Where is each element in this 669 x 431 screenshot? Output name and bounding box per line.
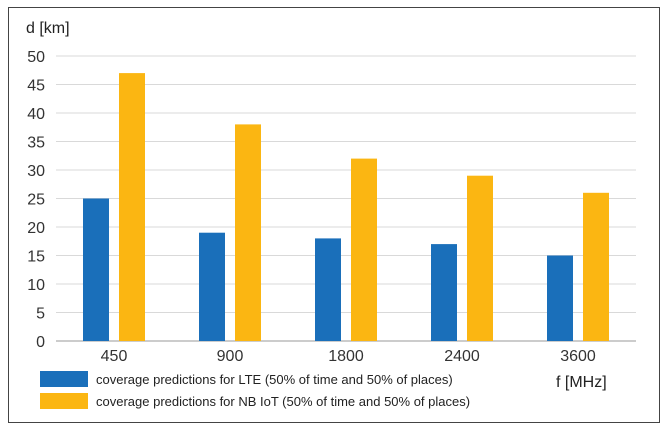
x-tick-label: 1800 (328, 348, 364, 365)
bar-nb-iot-900 (235, 124, 261, 342)
y-tick-label: 25 (27, 192, 45, 209)
y-tick-label: 40 (27, 106, 45, 123)
y-tick-label: 30 (27, 163, 45, 180)
legend-label-lte: coverage predictions for LTE (50% of tim… (96, 372, 453, 387)
y-tick-label: 20 (27, 220, 45, 237)
tick-labels: 0 5 10 15 20 25 30 35 40 45 50 450 900 1800 2400 3600 (27, 49, 596, 365)
bar-nb-iot-450 (119, 73, 145, 341)
bar-nb-iot-3600 (583, 192, 609, 341)
bar-nb-iot-2400 (467, 175, 493, 341)
legend: coverage predictions for LTE (50% of tim… (40, 371, 470, 409)
y-tick-label: 35 (27, 135, 45, 152)
bar-lte-1800 (315, 238, 341, 341)
bar-nb-iot-1800 (351, 158, 377, 341)
x-tick-label: 3600 (560, 348, 596, 365)
legend-swatch-nb-iot (40, 393, 88, 409)
x-tick-label: 900 (217, 348, 244, 365)
bar-lte-2400 (431, 244, 457, 341)
y-tick-label: 5 (36, 306, 45, 323)
y-tick-label: 10 (27, 277, 45, 294)
x-tick-label: 450 (101, 348, 128, 365)
y-axis-label: d [km] (26, 20, 70, 37)
legend-label-nb-iot: coverage predictions for NB IoT (50% of … (96, 394, 470, 409)
gridlines (56, 55, 636, 342)
y-tick-label: 15 (27, 249, 45, 266)
y-tick-label: 45 (27, 78, 45, 95)
x-axis-label: f [MHz] (556, 374, 607, 391)
bars (83, 73, 609, 342)
bar-lte-900 (199, 232, 225, 341)
legend-swatch-lte (40, 371, 88, 387)
bar-lte-3600 (547, 255, 573, 341)
x-tick-label: 2400 (444, 348, 480, 365)
chart-frame (8, 7, 660, 423)
y-tick-label: 0 (36, 334, 45, 351)
y-tick-label: 50 (27, 49, 45, 66)
bar-lte-450 (83, 198, 109, 341)
